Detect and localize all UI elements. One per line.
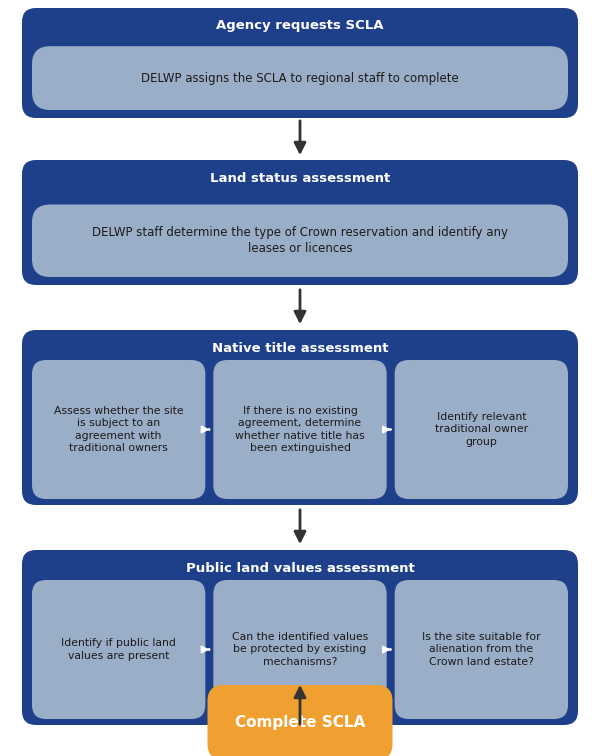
Text: Can the identified values
be protected by existing
mechanisms?: Can the identified values be protected b… [232,632,368,667]
FancyBboxPatch shape [32,580,205,719]
Text: Land status assessment: Land status assessment [210,172,390,184]
Text: Is the site suitable for
alienation from the
Crown land estate?: Is the site suitable for alienation from… [422,632,541,667]
FancyBboxPatch shape [32,205,568,277]
Text: Identify if public land
values are present: Identify if public land values are prese… [61,638,176,661]
FancyBboxPatch shape [32,360,205,499]
FancyBboxPatch shape [208,685,392,756]
FancyBboxPatch shape [395,580,568,719]
FancyBboxPatch shape [22,8,578,118]
Text: Identify relevant
traditional owner
group: Identify relevant traditional owner grou… [435,412,528,447]
FancyBboxPatch shape [214,360,386,499]
Text: Native title assessment: Native title assessment [212,342,388,355]
Text: DELWP assigns the SCLA to regional staff to complete: DELWP assigns the SCLA to regional staff… [141,72,459,85]
FancyBboxPatch shape [32,46,568,110]
FancyBboxPatch shape [395,360,568,499]
Text: Complete SCLA: Complete SCLA [235,715,365,730]
FancyBboxPatch shape [22,160,578,285]
FancyBboxPatch shape [22,330,578,505]
Text: Assess whether the site
is subject to an
agreement with
traditional owners: Assess whether the site is subject to an… [54,406,184,453]
Text: DELWP staff determine the type of Crown reservation and identify any
leases or l: DELWP staff determine the type of Crown … [92,226,508,256]
FancyBboxPatch shape [214,580,386,719]
Text: Agency requests SCLA: Agency requests SCLA [216,20,384,33]
Text: Public land values assessment: Public land values assessment [185,562,415,575]
Text: If there is no existing
agreement, determine
whether native title has
been extin: If there is no existing agreement, deter… [235,406,365,453]
FancyBboxPatch shape [22,550,578,725]
